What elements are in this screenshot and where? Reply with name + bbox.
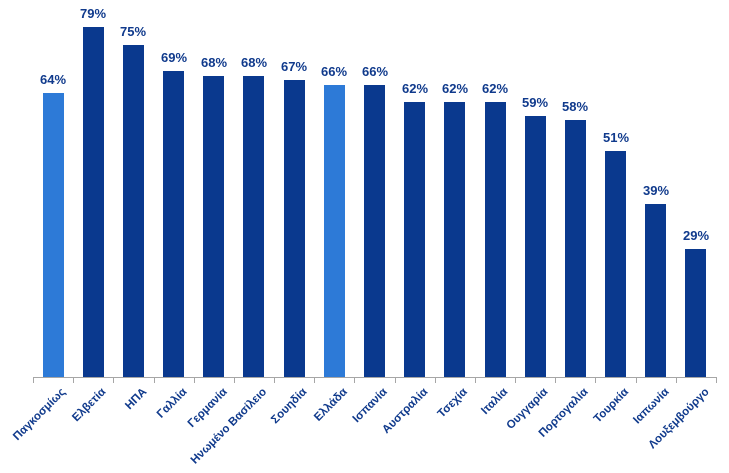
bar-Αυστραλία: [404, 102, 425, 377]
bar-value-label: 66%: [361, 64, 389, 79]
bar-value-label: 68%: [200, 55, 228, 70]
bar-Ιαπωνία: [645, 204, 666, 377]
x-axis-tick: [676, 378, 677, 383]
category-label-Ισπανία: Ισπανία: [350, 386, 390, 426]
bar-Τσεχία: [444, 102, 465, 377]
category-label-Ελλάδα: Ελλάδα: [312, 386, 350, 424]
category-label-Ιαπωνία: Ιαπωνία: [630, 386, 672, 427]
bar-value-label: 75%: [119, 24, 147, 39]
bar-value-label: 64%: [39, 72, 67, 87]
bar-value-label: 58%: [561, 99, 589, 114]
x-axis-tick: [234, 378, 235, 383]
x-axis-tick: [515, 378, 516, 383]
bar-value-label: 39%: [642, 183, 670, 198]
x-axis-tick: [555, 378, 556, 383]
x-axis-tick: [194, 378, 195, 383]
x-axis-tick: [314, 378, 315, 383]
x-axis-tick: [113, 378, 114, 383]
category-label-Σουηδία: Σουηδία: [269, 386, 310, 427]
bar-Λουξεμβούργο: [685, 249, 706, 377]
x-axis-tick: [154, 378, 155, 383]
bar-Ισπανία: [364, 85, 385, 377]
category-label-Τσεχία: Τσεχία: [436, 386, 471, 421]
x-axis-tick: [395, 378, 396, 383]
x-axis-tick: [716, 378, 717, 383]
bar-Ουγγαρία: [525, 116, 546, 377]
bar-value-label: 79%: [79, 6, 107, 21]
bar-Ιταλία: [485, 102, 506, 377]
bar-Γαλλία: [163, 71, 184, 377]
x-axis-tick: [354, 378, 355, 383]
bar-Γερμανία: [203, 76, 224, 377]
bar-Τουρκία: [605, 151, 626, 377]
bar-Παγκοσμίως: [43, 93, 64, 377]
bar-Πορτογαλία: [565, 120, 586, 377]
x-axis-tick: [475, 378, 476, 383]
bar-value-label: 62%: [441, 81, 469, 96]
category-label-Ιταλία: Ιταλία: [479, 386, 511, 417]
bar-value-label: 69%: [160, 50, 188, 65]
category-label-Γαλλία: Γαλλία: [154, 386, 190, 421]
x-axis-tick: [636, 378, 637, 383]
category-label-Τουρκία: Τουρκία: [591, 386, 632, 426]
x-axis-tick: [595, 378, 596, 383]
bar-Ηνωμένο Βασίλειο: [243, 76, 264, 377]
category-label-Παγκοσμίως: Παγκοσμίως: [11, 386, 69, 444]
bar-ΗΠΑ: [123, 45, 144, 377]
bar-value-label: 51%: [602, 130, 630, 145]
bar-value-label: 59%: [521, 95, 549, 110]
bar-Ελλάδα: [324, 85, 345, 377]
bar-value-label: 62%: [481, 81, 509, 96]
bar-value-label: 62%: [401, 81, 429, 96]
x-axis-tick: [73, 378, 74, 383]
bar-value-label: 68%: [240, 55, 268, 70]
category-label-Ηνωμένο Βασίλειο: Ηνωμένο Βασίλειο: [189, 386, 270, 467]
bar-value-label: 66%: [320, 64, 348, 79]
category-label-Ελβετία: Ελβετία: [70, 386, 109, 425]
x-axis-tick: [33, 378, 34, 383]
bar-Ελβετία: [83, 27, 104, 377]
bar-Σουηδία: [284, 80, 305, 377]
bar-value-label: 29%: [682, 228, 710, 243]
x-axis-tick: [274, 378, 275, 383]
x-axis-line: [33, 377, 717, 378]
x-axis-tick: [435, 378, 436, 383]
bar-value-label: 67%: [280, 59, 308, 74]
category-label-ΗΠΑ: ΗΠΑ: [122, 386, 149, 413]
